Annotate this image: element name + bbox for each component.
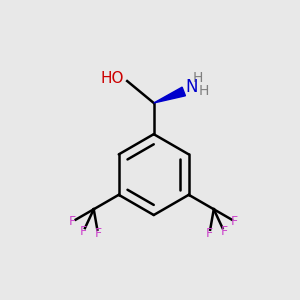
Text: F: F — [94, 226, 101, 240]
Text: HO: HO — [100, 71, 124, 86]
Text: F: F — [231, 215, 238, 228]
Text: F: F — [80, 225, 87, 238]
Text: F: F — [206, 226, 213, 240]
Text: F: F — [220, 225, 228, 238]
Text: F: F — [69, 215, 76, 228]
Text: H: H — [199, 84, 209, 98]
Text: N: N — [186, 78, 198, 96]
Text: H: H — [193, 70, 203, 85]
Polygon shape — [154, 87, 185, 103]
